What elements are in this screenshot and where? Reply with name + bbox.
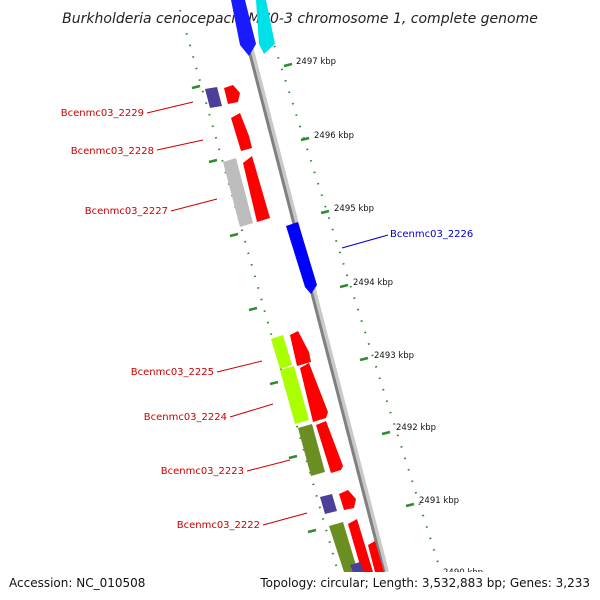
- gene-label-2222[interactable]: Bcenmc03_2222: [177, 520, 260, 531]
- map-title: Burkholderia cenocepacia MC0-3 chromosom…: [62, 11, 538, 27]
- gene-block-2228: [231, 113, 252, 151]
- gene-block-2225-lime: [271, 335, 292, 369]
- accession-text: Accession: NC_010508: [9, 576, 145, 590]
- outer-ticks: [283, 62, 415, 508]
- leader-lines: [146, 101, 389, 526]
- kbp-label-2495: 2495 kbp: [334, 204, 374, 214]
- kbp-label-2494: 2494 kbp: [353, 278, 393, 288]
- gene-label-2226[interactable]: Bcenmc03_2226: [390, 229, 473, 240]
- gene-block-2222-right: [339, 490, 356, 510]
- gene-block-2222-left: [320, 494, 337, 514]
- gene-label-2227[interactable]: Bcenmc03_2227: [85, 206, 168, 217]
- gene-block-2225-red: [290, 331, 311, 366]
- gene-block-2226: [286, 222, 317, 294]
- kbp-label-2492: 2492 kbp: [396, 423, 436, 433]
- kbp-label-2497: 2497 kbp: [296, 57, 336, 67]
- gene-block-2224-red: [300, 363, 328, 422]
- gene-block-bottom-olive: [329, 522, 358, 572]
- genome-summary-text: Topology: circular; Length: 3,532,883 bp…: [259, 576, 590, 590]
- kbp-label-2491: 2491 kbp: [419, 496, 459, 506]
- gene-block-2227-gray: [223, 158, 253, 227]
- gene-label-2228[interactable]: Bcenmc03_2228: [71, 146, 154, 157]
- gene-block-2224-lime: [280, 366, 309, 424]
- gene-label-2229[interactable]: Bcenmc03_2229: [61, 108, 144, 119]
- gene-block-bottom-blue: [350, 562, 364, 572]
- kbp-label-2496: 2496 kbp: [314, 131, 354, 141]
- gene-block-2229-right: [224, 85, 240, 104]
- inner-dotted-ring: [179, 9, 339, 572]
- kbp-label-2490: 2490 kbp: [443, 568, 483, 578]
- gene-block-2227-red: [243, 156, 270, 222]
- kbp-label-2493: 2493 kbp: [374, 351, 414, 361]
- gene-block-2229-left: [205, 87, 222, 108]
- gene-label-2225[interactable]: Bcenmc03_2225: [131, 367, 214, 378]
- gene-block-2223-red: [316, 421, 343, 473]
- outer-dotted-ring: [259, 0, 442, 572]
- gene-block-bottom-red-2: [368, 541, 384, 572]
- gene-block-top-cyan: [256, 0, 275, 54]
- gene-label-2224[interactable]: Bcenmc03_2224: [144, 412, 227, 423]
- gene-label-2223[interactable]: Bcenmc03_2223: [161, 466, 244, 477]
- inner-ticks: [191, 84, 317, 534]
- gene-block-2223-olive: [298, 424, 325, 476]
- gene-block-top-blue: [231, 0, 256, 56]
- gene-block-bottom-red: [348, 519, 373, 572]
